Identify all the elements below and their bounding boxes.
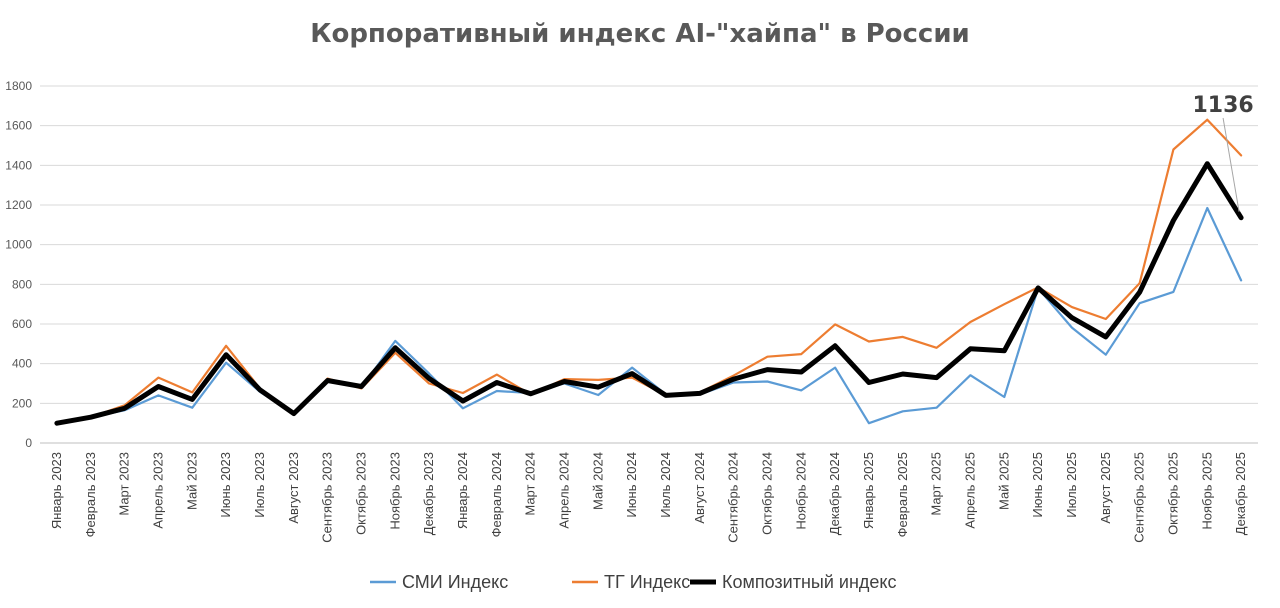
x-tick-label: Август 2024	[692, 452, 707, 524]
x-tick-label: Февраль 2023	[83, 452, 98, 537]
chart-title: Корпоративный индекс AI-"хайпа" в России	[310, 19, 970, 49]
x-tick-label: Февраль 2025	[895, 452, 910, 537]
y-tick-label: 1200	[5, 198, 32, 212]
y-axis-ticks: 0 200 400 600 800 1000 1200 1400 1600 1800	[5, 79, 32, 450]
x-tick-label: Сентябрь 2024	[726, 452, 741, 543]
x-tick-label: Ноябрь 2023	[387, 452, 402, 530]
x-tick-label: Март 2025	[929, 452, 944, 516]
x-tick-label: Май 2025	[996, 452, 1011, 510]
y-tick-label: 1000	[5, 238, 32, 252]
x-tick-label: Октябрь 2025	[1165, 452, 1180, 535]
x-tick-label: Июль 2025	[1064, 452, 1079, 518]
legend: СМИ Индекс ТГ Индекс Композитный индекс	[370, 572, 897, 592]
annotation-leader-line	[1222, 117, 1240, 212]
legend-label: СМИ Индекс	[402, 572, 508, 592]
x-tick-label: Май 2023	[184, 452, 199, 510]
x-tick-label: Март 2024	[523, 452, 538, 516]
series-line-композитный-индекс	[54, 161, 1244, 426]
x-tick-label: Декабрь 2024	[827, 452, 842, 535]
x-tick-label: Сентябрь 2025	[1132, 452, 1147, 543]
x-tick-label: Декабрь 2025	[1233, 452, 1248, 535]
x-tick-label: Июнь 2023	[218, 452, 233, 518]
x-tick-label: Июнь 2025	[1030, 452, 1045, 518]
y-tick-label: 200	[12, 396, 32, 410]
y-tick-label: 1600	[5, 119, 32, 133]
x-axis-ticks: Январь 2023 Февраль 2023 Март 2023 Апрель 2…	[49, 452, 1248, 543]
legend-label: ТГ Индекс	[604, 572, 690, 592]
x-tick-label: Март 2023	[117, 452, 132, 516]
y-tick-label: 400	[12, 357, 32, 371]
x-tick-label: Октябрь 2023	[353, 452, 368, 535]
x-tick-label: Апрель 2024	[556, 452, 571, 529]
x-tick-label: Январь 2024	[455, 452, 470, 529]
x-tick-label: Декабрь 2023	[421, 452, 436, 535]
x-tick-label: Январь 2025	[861, 452, 876, 529]
x-tick-label: Июль 2023	[252, 452, 267, 518]
x-tick-label: Ноябрь 2025	[1199, 452, 1214, 530]
x-tick-label: Январь 2023	[49, 452, 64, 529]
x-tick-label: Май 2024	[590, 452, 605, 510]
x-tick-label: Апрель 2023	[150, 452, 165, 529]
series-lines	[54, 118, 1244, 426]
x-tick-label: Ноябрь 2024	[793, 452, 808, 530]
x-tick-label: Октябрь 2024	[759, 452, 774, 535]
legend-item-композитный-индекс: Композитный индекс	[690, 572, 897, 592]
annotations: 1136	[1192, 93, 1254, 212]
x-tick-label: Июнь 2024	[624, 452, 639, 518]
y-tick-label: 600	[12, 317, 32, 331]
x-tick-label: Июль 2024	[658, 452, 673, 518]
legend-label: Композитный индекс	[722, 572, 897, 592]
x-tick-label: Февраль 2024	[489, 452, 504, 537]
y-tick-label: 0	[25, 436, 32, 450]
y-tick-label: 1400	[5, 158, 32, 172]
x-tick-label: Август 2025	[1098, 452, 1113, 524]
grid-lines	[40, 85, 1258, 444]
x-tick-label: Апрель 2025	[962, 452, 977, 529]
x-tick-label: Август 2023	[286, 452, 301, 524]
legend-item-сми-индекс: СМИ Индекс	[370, 572, 508, 592]
x-tick-label: Сентябрь 2023	[320, 452, 335, 543]
y-tick-label: 1800	[5, 79, 32, 93]
data-label-annotation: 1136	[1192, 93, 1253, 118]
legend-item-тг-индекс: ТГ Индекс	[572, 572, 690, 592]
y-tick-label: 800	[12, 277, 32, 291]
